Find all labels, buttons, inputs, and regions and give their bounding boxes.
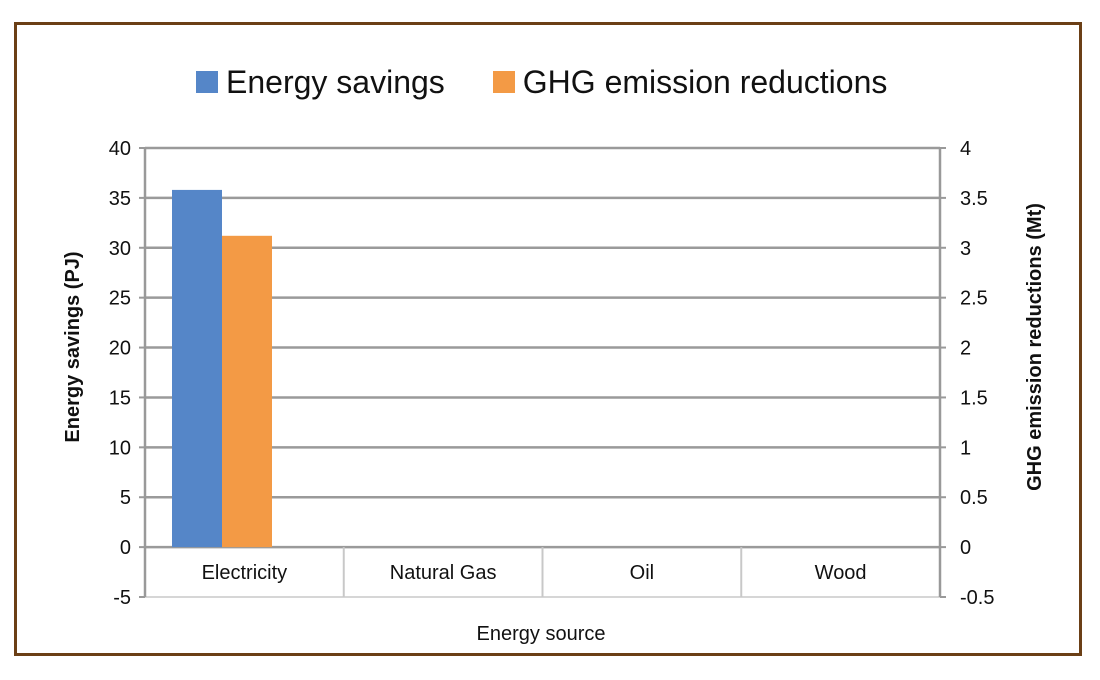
y-axis-title: Energy savings (PJ) xyxy=(62,251,84,442)
x-category-label: Electricity xyxy=(202,562,288,584)
y2-tick-label: 3 xyxy=(960,238,971,260)
y-tick-label: 5 xyxy=(120,487,131,509)
y2-tick-label: 0 xyxy=(960,537,971,559)
y-tick-label: 0 xyxy=(120,537,131,559)
y-tick-label: 40 xyxy=(109,138,131,160)
category-bands xyxy=(342,547,743,597)
bar-energy-savings xyxy=(172,189,222,548)
y2-tick-label: 3.5 xyxy=(960,188,988,210)
x-category-label: Wood xyxy=(815,562,867,584)
y2-tick-label: 4 xyxy=(960,138,971,160)
y2-tick-label: 1 xyxy=(960,437,971,459)
bars xyxy=(172,189,272,548)
legend-label-energy: Energy savings xyxy=(226,64,445,100)
y2-axis-title: GHG emission reductions (Mt) xyxy=(1024,203,1046,491)
y2-tick-label: 0.5 xyxy=(960,487,988,509)
legend-item-energy: Energy savings xyxy=(196,66,445,98)
legend: Energy savings GHG emission reductions xyxy=(196,62,887,102)
y2-tick-label: -0.5 xyxy=(960,587,994,609)
y-tick-label: -5 xyxy=(113,587,131,609)
x-axis-title: Energy source xyxy=(477,623,606,645)
y-tick-label: 30 xyxy=(109,238,131,260)
labels: -5 0 5 10 15 20 25 30 35 40 -0.5 0 0.5 1 1.5 2 2.5 3 3.5 4 E… xyxy=(109,138,995,609)
legend-swatch-energy xyxy=(196,71,218,93)
x-category-label: Natural Gas xyxy=(390,562,497,584)
legend-item-ghg: GHG emission reductions xyxy=(492,64,888,100)
x-category-label: Oil xyxy=(630,562,654,584)
bar-ghg-reductions xyxy=(222,235,272,548)
y-tick-label: 10 xyxy=(109,437,131,459)
legend-swatch-ghg xyxy=(492,71,515,93)
y2-tick-label: 2 xyxy=(960,338,971,360)
y2-tick-label: 1.5 xyxy=(960,387,988,409)
axes xyxy=(139,147,946,598)
legend-label-ghg: GHG emission reductions xyxy=(522,64,888,100)
y-tick-label: 25 xyxy=(109,288,131,310)
y-tick-label: 20 xyxy=(109,338,131,360)
y-tick-label: 15 xyxy=(109,387,131,409)
y2-tick-label: 2.5 xyxy=(960,288,988,310)
y-tick-label: 35 xyxy=(109,188,131,210)
